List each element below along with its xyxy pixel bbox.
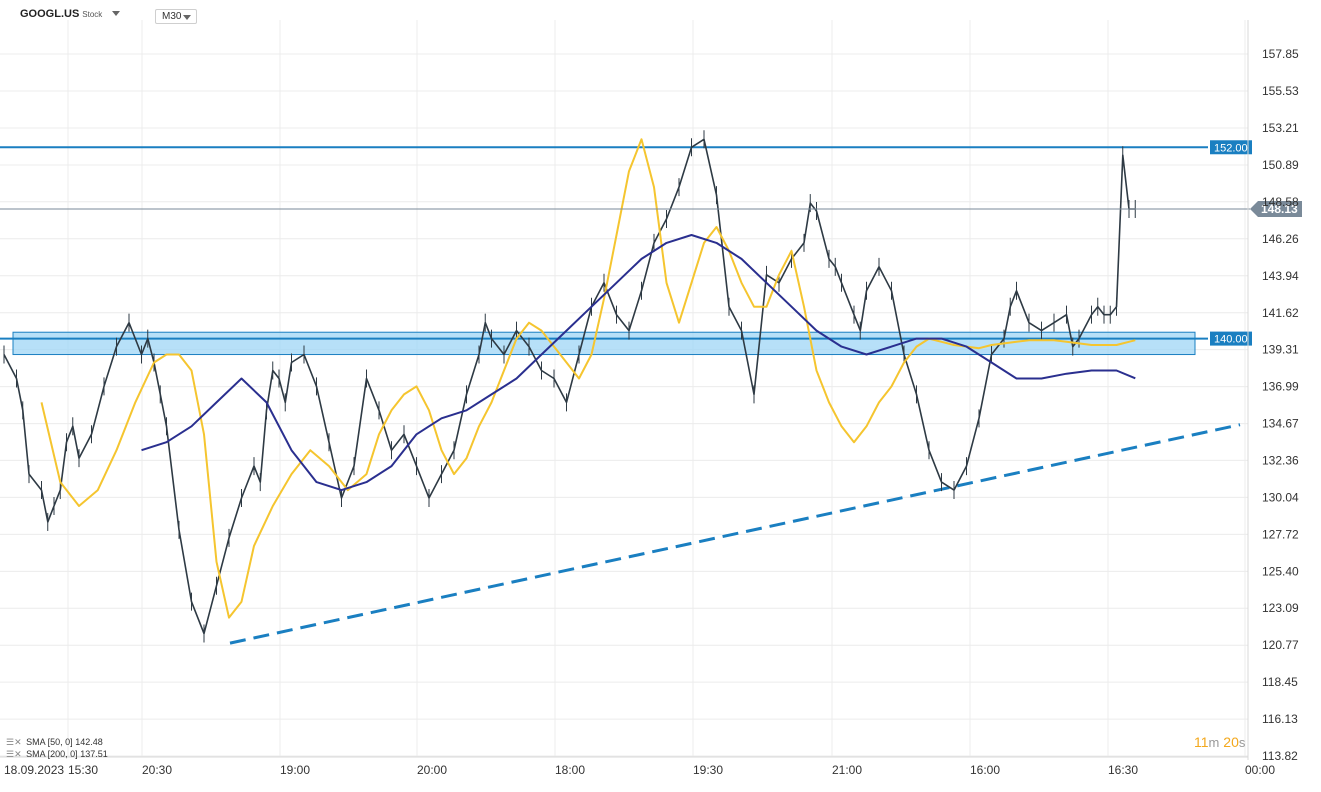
x-tick-label: 19:30 xyxy=(693,763,723,777)
countdown-seconds: 20 xyxy=(1223,734,1239,750)
y-tick-label: 150.89 xyxy=(1262,158,1299,172)
symbol-label: GOOGL.US xyxy=(20,8,80,20)
timeframe-label: M30 xyxy=(162,11,182,22)
current-price-tag xyxy=(1250,200,1302,217)
legend-sma50[interactable]: ☰✕ SMA [50, 0] 142.48 xyxy=(6,737,103,748)
y-tick-label: 155.53 xyxy=(1262,84,1299,98)
x-tick-label: 18.09.2023 xyxy=(4,763,64,777)
current-price: 148.13 xyxy=(0,200,1302,217)
y-tick-label: 130.04 xyxy=(1262,490,1299,504)
y-tick-label: 113.82 xyxy=(1262,749,1298,763)
y-tick-label: 132.36 xyxy=(1262,453,1299,467)
sma-lines xyxy=(40,138,1136,619)
timeframe-selector[interactable]: M30 xyxy=(155,9,197,24)
sma50-line xyxy=(40,138,1136,619)
trendline xyxy=(229,423,1241,645)
y-axis: 157.85 155.53 153.21 150.89 148.58 146.26 143.… xyxy=(1247,20,1299,763)
x-tick-label: 20:00 xyxy=(417,763,447,777)
x-tick-label: 19:00 xyxy=(280,763,310,777)
x-axis: 18.09.2023 15:30 20:30 19:00 20:00 18:00 19:30… xyxy=(0,756,1275,777)
horizontal-grid xyxy=(0,53,1248,757)
legend-label: SMA xyxy=(26,737,46,747)
price-series xyxy=(3,130,1136,643)
level-label: 140.00 xyxy=(1214,334,1248,346)
symbol-selector[interactable]: GOOGL.US Stock xyxy=(20,8,102,20)
y-tick-label: 153.21 xyxy=(1262,121,1299,135)
y-tick-label: 141.62 xyxy=(1262,306,1299,320)
symbol-dropdown-icon[interactable] xyxy=(112,11,120,16)
candle-countdown: 11m 20s xyxy=(1194,734,1245,750)
countdown-s-unit: s xyxy=(1238,735,1246,750)
y-tick-label: 120.77 xyxy=(1262,638,1299,652)
y-tick-label: 127.72 xyxy=(1262,527,1299,541)
settings-icon[interactable]: ☰✕ xyxy=(6,749,22,759)
settings-icon[interactable]: ☰✕ xyxy=(6,737,22,747)
current-price-label: 148.13 xyxy=(1261,202,1298,216)
x-tick-label: 15:30 xyxy=(68,763,98,777)
level-tag xyxy=(1210,331,1252,346)
chevron-down-icon xyxy=(183,15,191,20)
instrument-type: Stock xyxy=(82,10,103,19)
countdown-m-unit: m xyxy=(1208,735,1220,750)
y-tick-label: 118.45 xyxy=(1262,675,1298,689)
legend-params: [200, 0] xyxy=(47,749,78,759)
y-tick-label: 143.94 xyxy=(1262,269,1299,283)
support-zone-rect xyxy=(12,331,1196,356)
y-tick-label: 116.13 xyxy=(1262,712,1298,726)
y-tick-label: 134.67 xyxy=(1262,417,1299,431)
trendline-line xyxy=(229,423,1241,645)
legend-label: SMA xyxy=(26,749,46,759)
y-tick-label: 136.99 xyxy=(1262,380,1299,394)
sma200-line xyxy=(141,234,1136,492)
y-tick-label: 123.09 xyxy=(1262,601,1299,615)
x-tick-label: 00:00 xyxy=(1245,763,1275,777)
legend-params: [50, 0] xyxy=(47,737,73,747)
y-tick-label: 148.58 xyxy=(1262,195,1299,209)
countdown-minutes: 11 xyxy=(1194,734,1209,750)
y-tick-label: 157.85 xyxy=(1262,47,1299,61)
legend-value: 142.48 xyxy=(75,737,103,747)
price-line xyxy=(3,138,1136,635)
support-zone xyxy=(12,331,1196,356)
x-tick-label: 16:30 xyxy=(1108,763,1138,777)
x-tick-label: 16:00 xyxy=(970,763,1000,777)
horizontal-levels: 152.00 140.00 xyxy=(0,140,1252,346)
y-tick-label: 125.40 xyxy=(1262,564,1299,578)
legend-value: 137.51 xyxy=(80,749,108,759)
level-tag xyxy=(1210,140,1252,155)
legend-sma200[interactable]: ☰✕ SMA [200, 0] 137.51 xyxy=(6,749,108,760)
y-tick-label: 146.26 xyxy=(1262,232,1299,246)
y-tick-label: 139.31 xyxy=(1262,343,1299,357)
x-tick-label: 20:30 xyxy=(142,763,172,777)
level-label: 152.00 xyxy=(1214,142,1248,154)
x-tick-label: 21:00 xyxy=(832,763,862,777)
x-tick-label: 18:00 xyxy=(555,763,585,777)
